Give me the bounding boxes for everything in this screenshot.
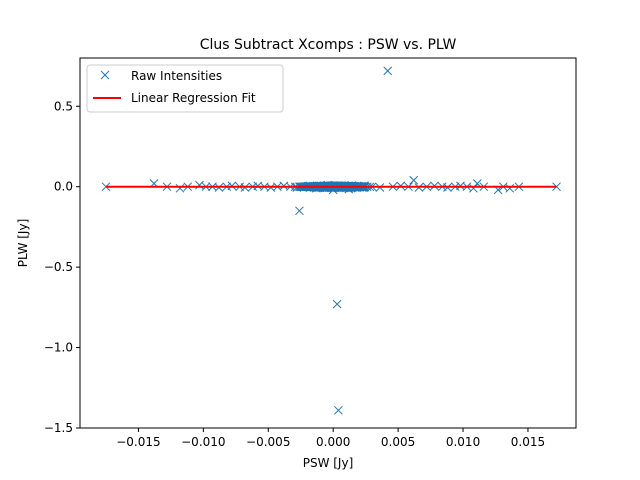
x-tick-label: −0.015 <box>116 435 160 449</box>
scatter-point <box>295 206 304 216</box>
scatter-point <box>311 183 321 193</box>
y-tick-label: 0.0 <box>54 180 73 194</box>
x-tick-label: −0.010 <box>181 435 225 449</box>
legend-box <box>86 64 284 113</box>
legend-marker-raw-intensities <box>100 70 110 80</box>
x-tick-label: 0.000 <box>316 435 350 449</box>
plot-area <box>80 58 576 428</box>
x-tick-label: 0.010 <box>446 435 480 449</box>
chart-title: Clus Subtract Xcomps : PSW vs. PLW <box>200 37 457 53</box>
scatter-point <box>332 299 342 309</box>
x-tick-label: 0.015 <box>511 435 545 449</box>
x-axis-label: PSW [Jy] <box>303 456 354 470</box>
scatter-point <box>383 66 393 76</box>
legend-label-linear-regression-fit: Linear Regression Fit <box>131 91 256 105</box>
y-tick-label: −1.5 <box>44 421 73 435</box>
y-axis-label: PLW [Jy] <box>16 219 30 268</box>
x-tick-label: −0.005 <box>246 435 290 449</box>
y-tick-label: −1.0 <box>44 341 73 355</box>
x-tick-label: 0.005 <box>381 435 415 449</box>
x-axis-ticks: −0.015 −0.010 −0.005 0.000 0.005 0.010 0.015 <box>116 428 545 449</box>
scatter-point <box>469 183 478 193</box>
legend: Raw Intensities Linear Regression Fit <box>86 64 284 113</box>
y-axis-ticks: −1.5 −1.0 −0.5 0.0 0.5 <box>44 99 80 435</box>
scatter-point <box>409 175 419 185</box>
y-tick-label: −0.5 <box>44 260 73 274</box>
plot-frame <box>79 57 577 429</box>
scatter-point <box>334 405 343 415</box>
legend-label-raw-intensities: Raw Intensities <box>131 69 222 83</box>
y-tick-label: 0.5 <box>54 99 73 113</box>
scatter-point <box>505 183 515 193</box>
scatter-point <box>175 183 185 193</box>
scatter-point <box>195 180 204 190</box>
